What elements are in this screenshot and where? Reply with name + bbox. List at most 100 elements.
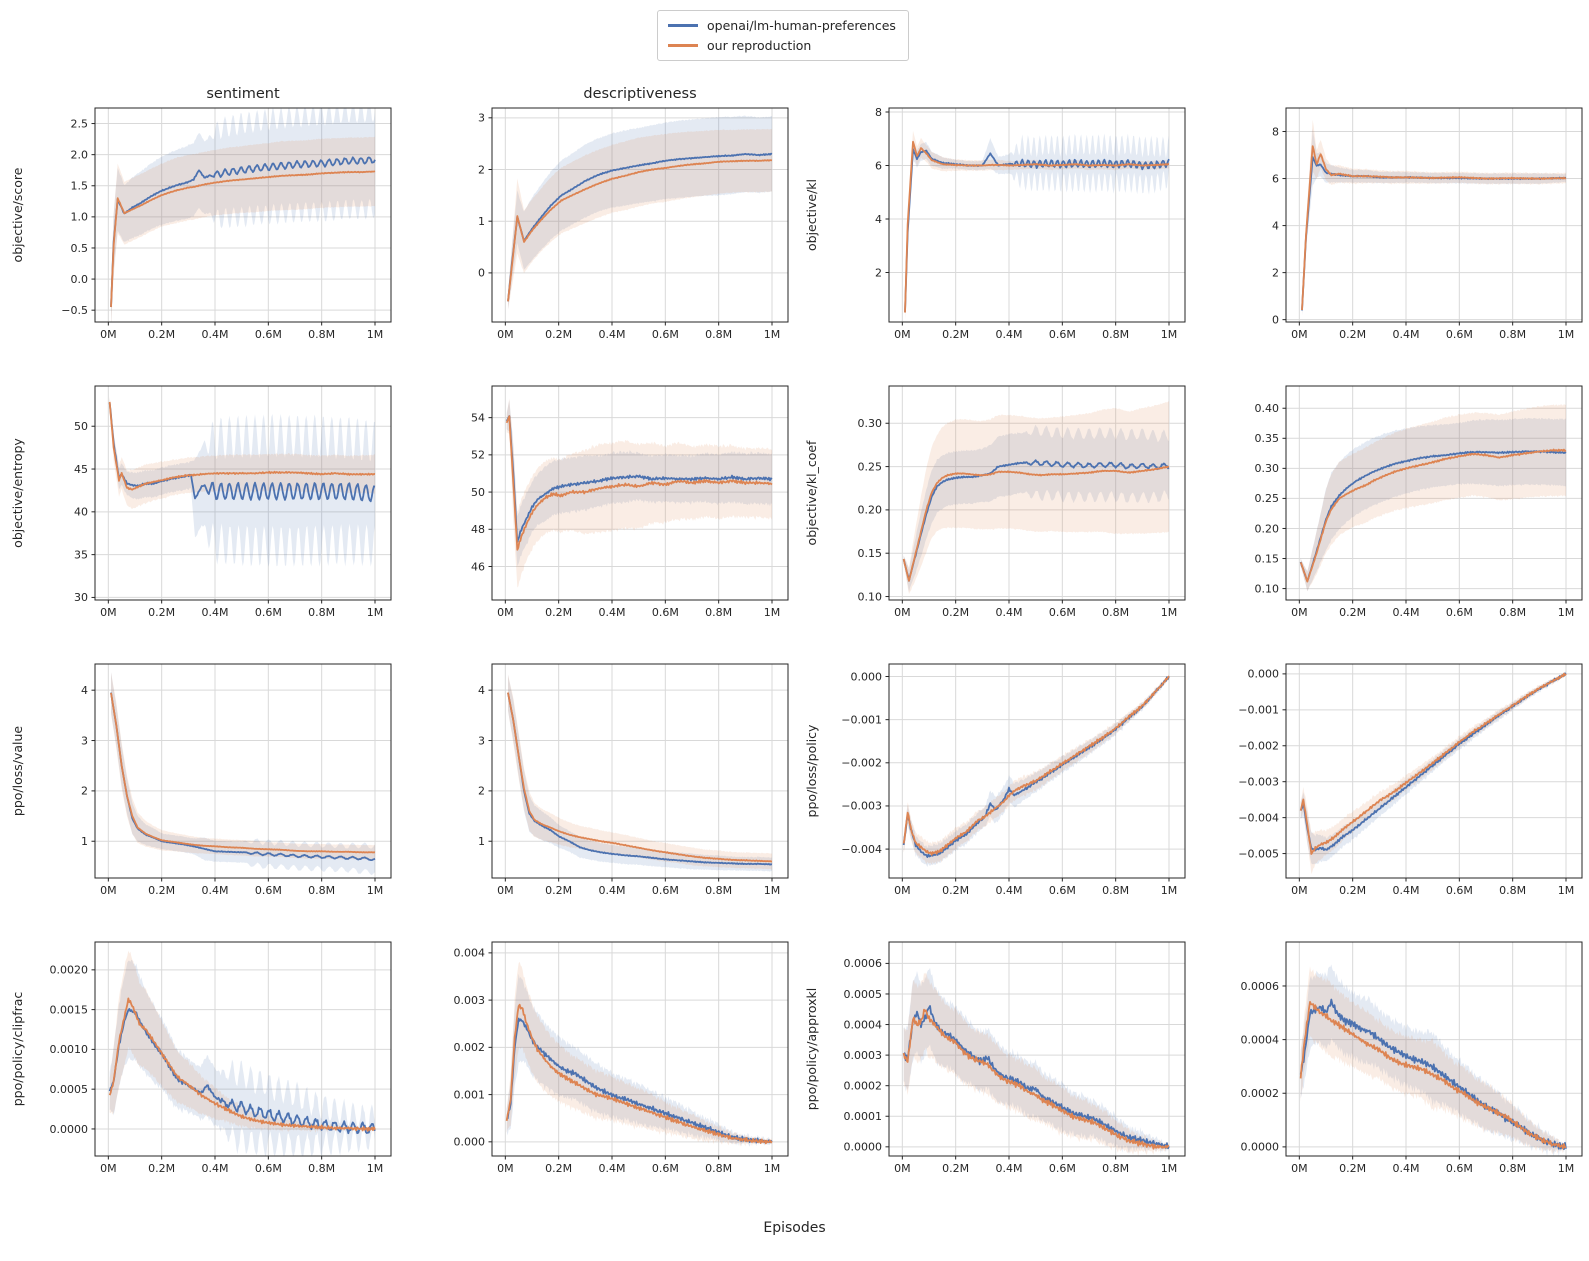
line-blue — [902, 675, 1170, 858]
axes-spines — [1285, 941, 1583, 1157]
x-tick-label: 0.6M — [1446, 884, 1473, 897]
tick-marks — [488, 689, 773, 882]
y-tick-label: 0 — [1272, 313, 1279, 326]
x-tick-label: 1M — [1558, 1162, 1575, 1175]
y-tick-label: 3 — [81, 734, 88, 747]
x-tick-label: 0.6M — [1049, 606, 1076, 619]
x-tick-label: 0.2M — [545, 328, 572, 341]
subplot-kl-sentiment: 0M 0.2M 0.4M 0.6M 0.8M 1M 2 4 6 8 objective/kl — [804, 106, 1186, 341]
axes-spines — [1285, 107, 1583, 323]
y-tick-label: 4 — [81, 684, 88, 697]
line-orange — [904, 140, 1170, 313]
subplot-cell-kl-descriptiveness: 0M 0.2M 0.4M 0.6M 0.8M 1M 0 2 4 6 8 — [1191, 72, 1588, 350]
subplot-cell-losspolicy-sentiment: 0M 0.2M 0.4M 0.6M 0.8M 1M −0.004 −0.003 −0.002 −0… — [794, 628, 1191, 906]
band-blue — [905, 133, 1169, 320]
line-orange — [1301, 145, 1567, 311]
x-tick-label: 0.2M — [1339, 884, 1366, 897]
line-orange — [505, 1003, 773, 1145]
band-orange — [109, 950, 376, 1133]
x-tick-label: 0M — [100, 884, 117, 897]
tick-marks — [488, 952, 773, 1160]
y-tick-label: 0.0010 — [50, 1043, 89, 1056]
line-orange — [108, 997, 376, 1132]
y-tick-label: 0.25 — [1255, 492, 1280, 505]
y-tick-label: −0.002 — [1238, 740, 1279, 753]
x-tick-label: 0M — [894, 1162, 911, 1175]
band-orange — [903, 674, 1169, 865]
tick-marks — [91, 689, 376, 882]
subplot-clipfrac-sentiment: 0M 0.2M 0.4M 0.6M 0.8M 1M 0.0000 0.0005 0.0010 0.… — [10, 941, 392, 1175]
subplot-title: sentiment — [206, 86, 280, 102]
x-tick-label: 0.4M — [996, 606, 1023, 619]
line-orange — [505, 415, 773, 551]
y-axis-label: ppo/loss/policy — [804, 724, 819, 817]
subplot-cell-kl-sentiment: 0M 0.2M 0.4M 0.6M 0.8M 1M 2 4 6 8 objective/kl — [794, 72, 1191, 350]
x-tick-label: 0.4M — [1393, 328, 1420, 341]
x-tick-label: 0M — [1291, 328, 1308, 341]
y-tick-label: 0.15 — [858, 547, 883, 560]
x-tick-label: 0M — [100, 1162, 117, 1175]
line-blue — [110, 156, 376, 308]
y-tick-label: 0.30 — [858, 417, 883, 430]
subplot-cell-lossvalue-descriptiveness: 0M 0.2M 0.4M 0.6M 0.8M 1M 1 2 3 4 — [397, 628, 794, 906]
y-tick-label: 46 — [471, 560, 485, 573]
subplot-approxkl-descriptiveness: 0M 0.2M 0.4M 0.6M 0.8M 1M 0.0000 0.0002 0.0004 0.… — [1241, 941, 1583, 1175]
subplot-klcoef-sentiment: 0M 0.2M 0.4M 0.6M 0.8M 1M 0.10 0.15 0.20 0.25 0.30… — [804, 385, 1186, 619]
subplot-cell-approxkl-descriptiveness: 0M 0.2M 0.4M 0.6M 0.8M 1M 0.0000 0.0002 0.0004 0.… — [1191, 906, 1588, 1184]
legend-line-orange-icon — [668, 44, 698, 47]
band-blue — [903, 967, 1169, 1155]
y-tick-label: 6 — [1272, 172, 1279, 185]
tick-marks — [885, 962, 1170, 1160]
tick-marks — [1282, 407, 1567, 604]
axes-spines — [888, 941, 1186, 1157]
tick-marks — [91, 425, 376, 604]
subplot-cell-klcoef-descriptiveness: 0M 0.2M 0.4M 0.6M 0.8M 1M 0.10 0.15 0.20 0.25 0.30… — [1191, 350, 1588, 628]
band-blue — [506, 400, 772, 567]
line-blue — [902, 459, 1170, 582]
band-blue — [109, 959, 375, 1156]
x-tick-label: 0M — [1291, 1162, 1308, 1175]
band-blue — [1302, 128, 1566, 316]
tick-marks — [1282, 985, 1567, 1160]
gridlines — [1286, 664, 1582, 878]
x-tick-label: 1M — [764, 884, 781, 897]
legend-line-blue-icon — [668, 24, 698, 27]
band-orange — [903, 972, 1169, 1156]
legend-label-reproduction: our reproduction — [707, 38, 812, 53]
y-tick-label: 0.0 — [71, 273, 89, 286]
x-tick-label: 0M — [1291, 606, 1308, 619]
x-tick-label: 0.4M — [202, 606, 229, 619]
band-orange — [508, 674, 772, 870]
x-tick-label: 0.8M — [1499, 606, 1526, 619]
x-tick-label: 0.4M — [202, 1162, 229, 1175]
y-tick-label: 0.0015 — [50, 1003, 89, 1016]
subplot-cell-clipfrac-sentiment: 0M 0.2M 0.4M 0.6M 0.8M 1M 0.0000 0.0005 0.0010 0.… — [0, 906, 397, 1184]
y-axis-label: objective/kl — [804, 179, 819, 251]
axes-spines — [888, 107, 1186, 323]
gridlines — [1286, 108, 1582, 322]
line-orange — [507, 692, 773, 863]
y-tick-label: 48 — [471, 523, 485, 536]
x-tick-label: 0M — [894, 328, 911, 341]
gridlines — [492, 108, 788, 322]
y-tick-label: 35 — [74, 548, 88, 561]
axes-spines — [94, 107, 392, 323]
tick-marks — [885, 111, 1170, 326]
x-tick-label: 0.4M — [1393, 1162, 1420, 1175]
subplot-losspolicy-sentiment: 0M 0.2M 0.4M 0.6M 0.8M 1M −0.004 −0.003 −0.002 −0… — [804, 663, 1186, 897]
x-tick-label: 0.6M — [652, 328, 679, 341]
gridlines — [95, 942, 391, 1156]
subplot-cell-clipfrac-descriptiveness: 0M 0.2M 0.4M 0.6M 0.8M 1M 0.000 0.001 0.002 0.003… — [397, 906, 794, 1184]
x-tick-label: 0.8M — [1499, 884, 1526, 897]
band-blue — [1300, 964, 1566, 1156]
subplot-cell-entropy-sentiment: 0M 0.2M 0.4M 0.6M 0.8M 1M 30 35 40 45 50 objective/… — [0, 350, 397, 628]
y-tick-label: −0.003 — [841, 800, 882, 813]
x-tick-label: 0.8M — [308, 884, 335, 897]
y-axis-label: ppo/policy/clipfrac — [10, 992, 25, 1107]
y-tick-label: 0.0004 — [1241, 1033, 1280, 1046]
x-tick-label: 1M — [1558, 884, 1575, 897]
y-tick-label: 1.0 — [71, 211, 89, 224]
y-tick-label: 2.0 — [71, 148, 89, 161]
y-tick-label: 0.000 — [851, 670, 883, 683]
x-tick-label: 0.2M — [148, 328, 175, 341]
